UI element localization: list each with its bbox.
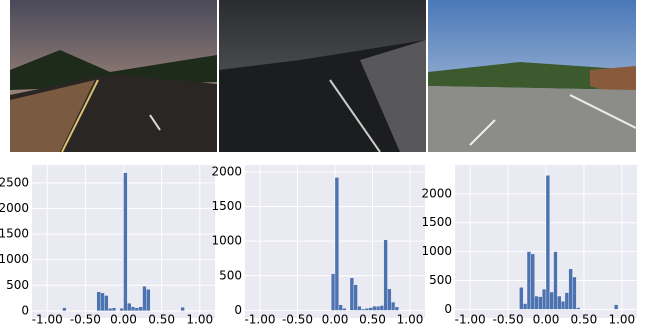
bar	[614, 304, 619, 310]
bar	[372, 306, 377, 311]
bar	[561, 301, 566, 310]
bar	[104, 295, 109, 311]
bar	[526, 251, 531, 310]
bar	[62, 307, 67, 311]
x-tick-label: 0.00	[533, 313, 560, 327]
y-tick-label: 1000	[0, 252, 29, 266]
y-tick-label: 1000	[421, 244, 452, 258]
x-tick-label: 0.00	[322, 313, 349, 327]
bar	[394, 306, 399, 311]
bar	[538, 296, 543, 310]
bar	[357, 306, 362, 311]
camera-image	[219, 0, 426, 153]
bar	[180, 307, 185, 311]
bar	[549, 291, 554, 310]
y-tick-label: 500	[219, 268, 242, 282]
bar	[364, 308, 369, 311]
bar	[387, 288, 392, 311]
bar	[100, 292, 105, 311]
x-tick-label: -0.50	[493, 313, 524, 327]
bar	[123, 172, 128, 311]
bar	[545, 175, 550, 310]
bar	[519, 287, 524, 310]
bar	[564, 292, 569, 310]
bar	[523, 303, 528, 310]
bar	[331, 273, 336, 311]
x-tick-label: -0.50	[70, 313, 101, 327]
bar	[391, 301, 396, 311]
bar	[138, 306, 143, 311]
bar	[568, 268, 573, 310]
bar	[576, 307, 581, 310]
bar	[134, 307, 139, 311]
bar	[108, 308, 113, 311]
bar	[553, 251, 558, 310]
x-tick-label: 0.50	[359, 313, 386, 327]
y-tick-label: 0	[234, 303, 242, 317]
y-tick-label: 1500	[211, 199, 242, 213]
y-tick-label: 500	[6, 278, 29, 292]
bar	[334, 177, 339, 311]
bar	[111, 307, 117, 311]
bar	[96, 291, 101, 311]
x-tick-label: 1.00	[186, 313, 213, 327]
bar	[530, 253, 535, 310]
x-tick-label: 0.00	[110, 313, 137, 327]
x-tick-label: 0.50	[148, 313, 175, 327]
bar	[542, 288, 547, 310]
bar	[338, 304, 343, 311]
bar	[127, 303, 132, 311]
x-tick-label: -0.50	[282, 313, 313, 327]
bar	[119, 308, 124, 311]
bar	[534, 295, 539, 310]
bar	[142, 286, 147, 311]
y-tick-label: 0	[21, 303, 29, 317]
y-tick-label: 2000	[421, 186, 452, 200]
camera-image	[428, 0, 637, 152]
bar	[361, 308, 366, 311]
bar	[376, 306, 381, 311]
y-tick-label: 2000	[0, 201, 29, 215]
x-tick-label: 0.50	[571, 313, 598, 327]
bar	[557, 295, 562, 310]
bar	[379, 305, 384, 311]
x-tick-label: -1.00	[32, 313, 63, 327]
bar	[349, 277, 354, 311]
bar	[383, 239, 388, 311]
y-tick-label: 0	[444, 302, 452, 316]
x-tick-label: 1.00	[397, 313, 424, 327]
y-tick-label: 2500	[0, 175, 29, 189]
bar	[572, 276, 577, 310]
y-tick-label: 1000	[211, 234, 242, 248]
y-tick-label: 2000	[211, 164, 242, 178]
y-tick-label: 1500	[421, 215, 452, 229]
bar	[342, 308, 347, 311]
x-tick-label: 1.00	[608, 313, 635, 327]
x-tick-label: -1.00	[244, 313, 275, 327]
bar	[130, 306, 136, 311]
camera-image	[10, 0, 217, 153]
x-tick-label: -1.00	[455, 313, 486, 327]
bar	[146, 289, 151, 311]
bar	[368, 307, 373, 311]
bar	[353, 284, 358, 311]
y-tick-label: 500	[429, 273, 452, 287]
y-tick-label: 1500	[0, 227, 29, 241]
